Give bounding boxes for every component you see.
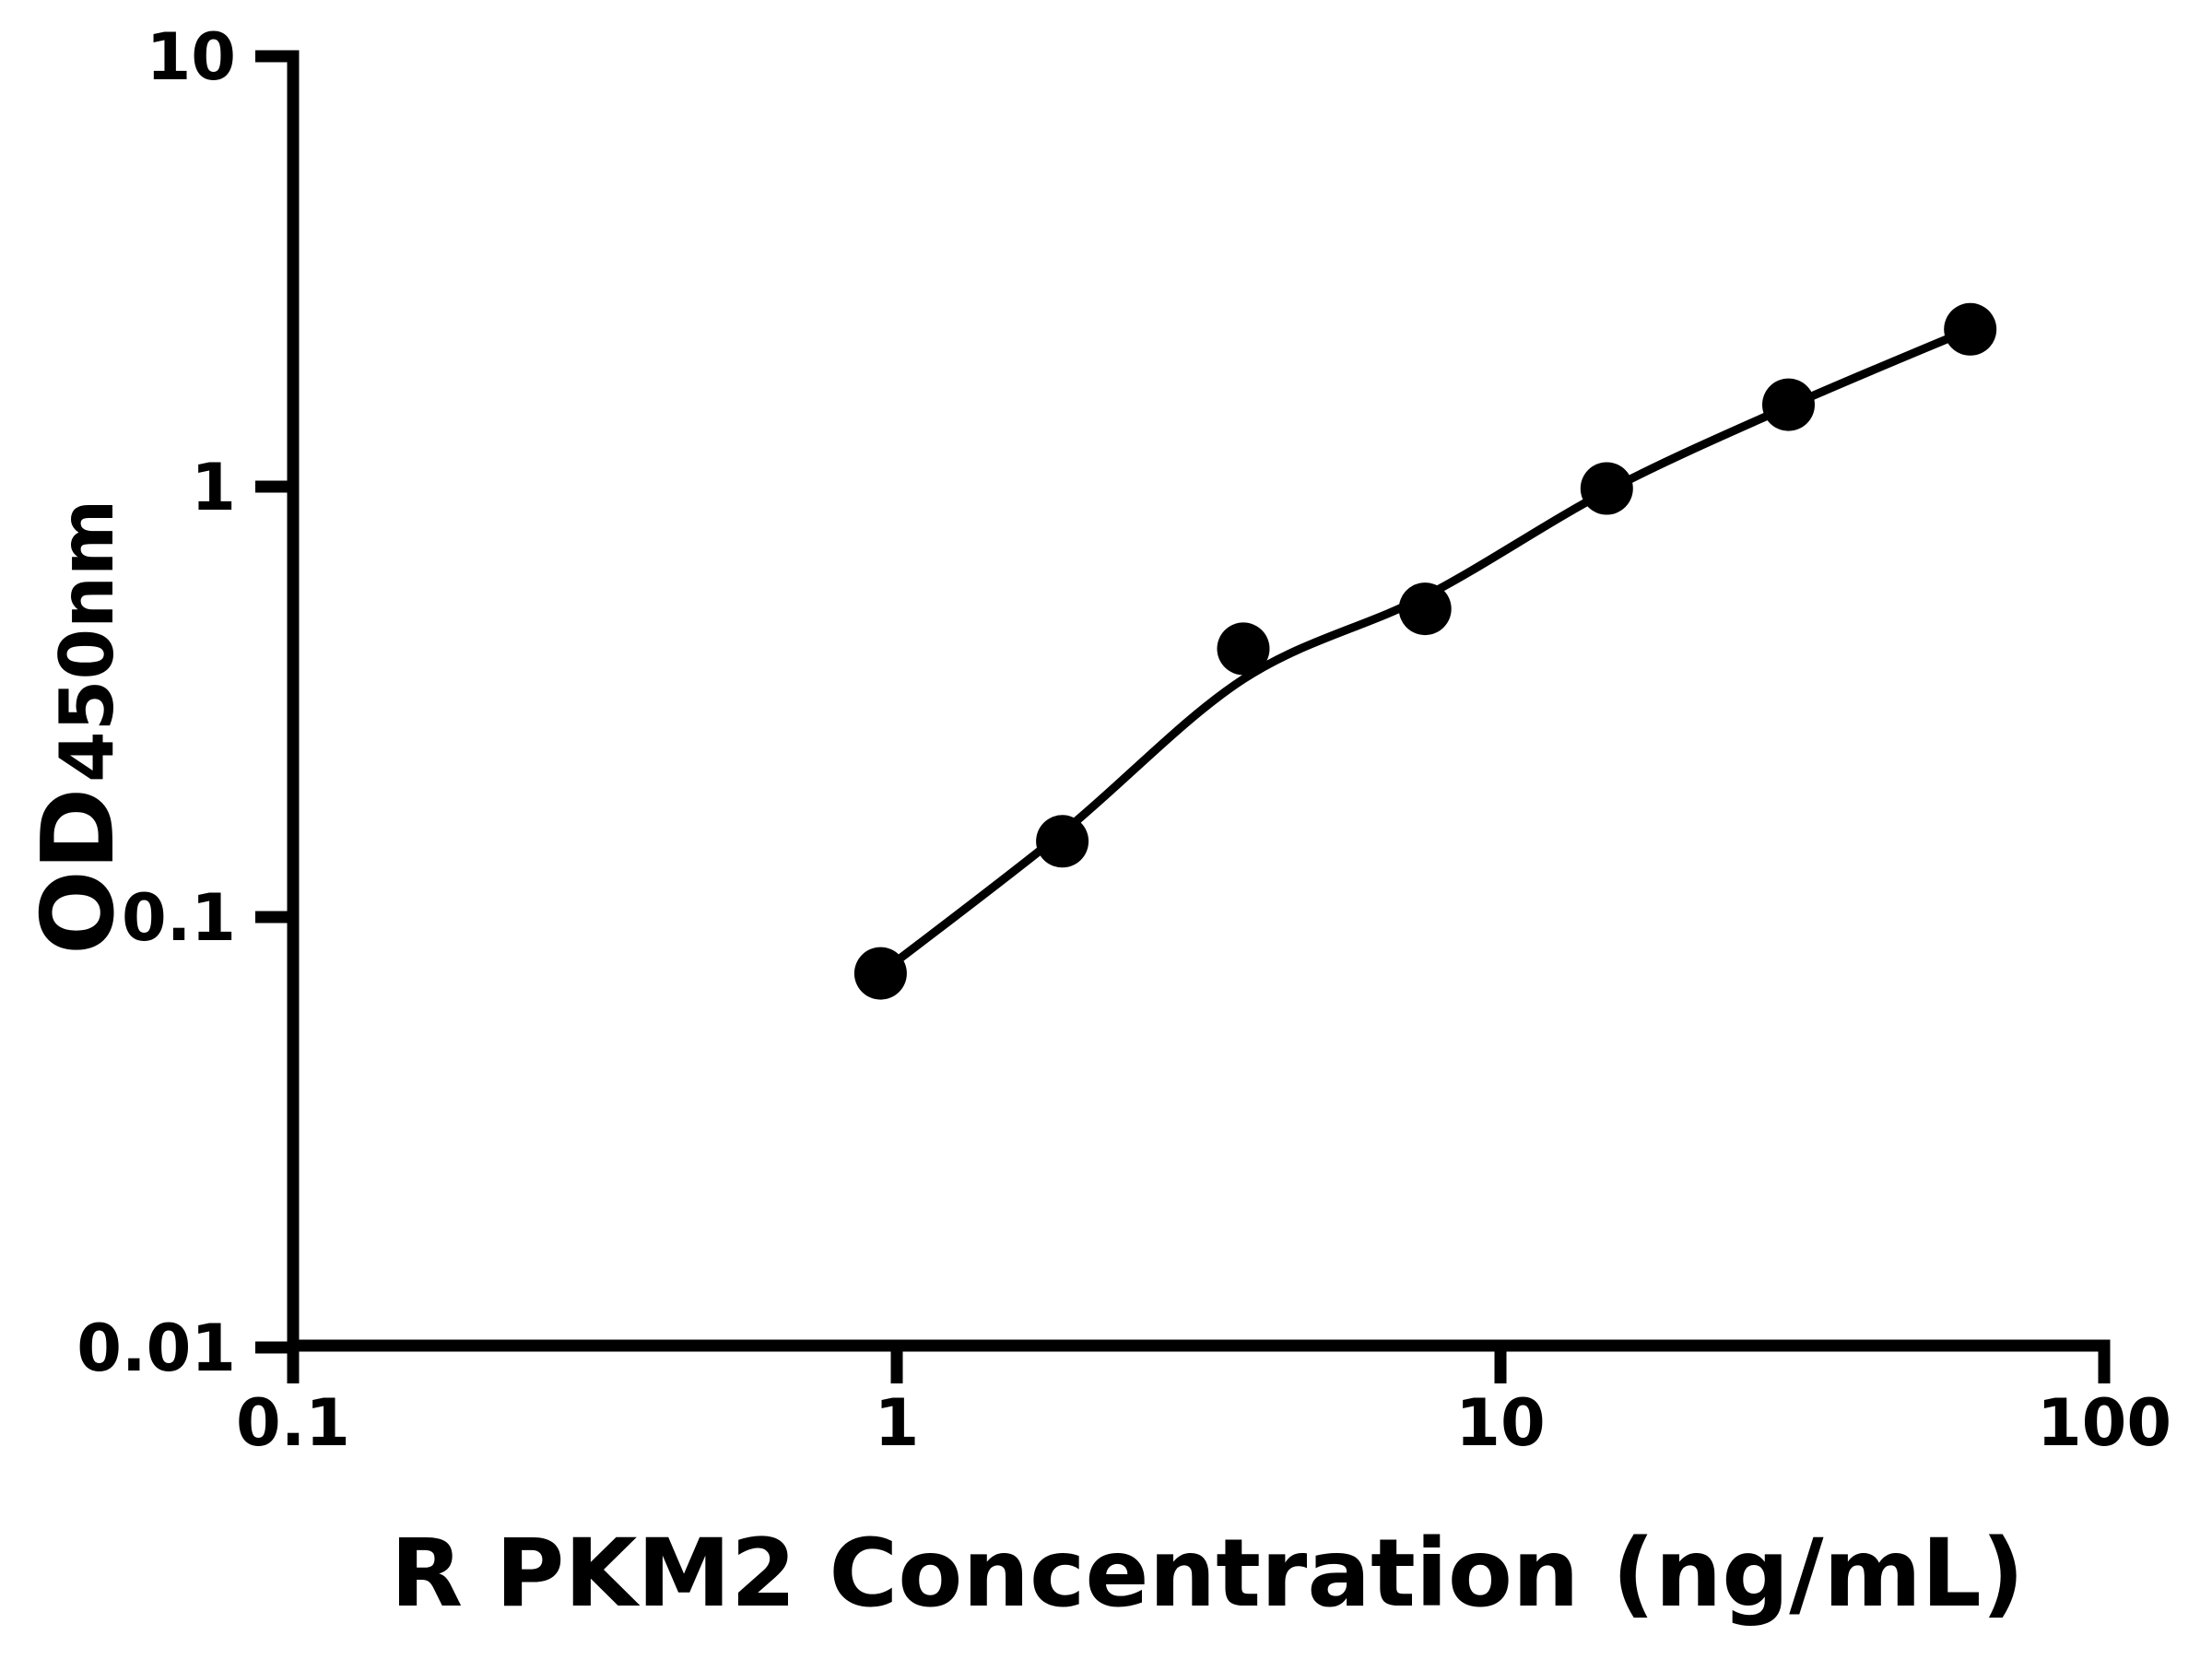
data-point xyxy=(1398,582,1452,636)
axes xyxy=(287,50,2104,1352)
y-axis-title: OD 450nm xyxy=(21,500,136,955)
data-point xyxy=(1762,378,1815,431)
x-tick-label: 100 xyxy=(2037,1385,2171,1461)
x-tick-label: 1 xyxy=(875,1385,920,1461)
y-axis-title-sub: 450nm xyxy=(44,500,130,782)
x-axis-title: R PKM2 Concentration (ng/mL) xyxy=(391,1519,2025,1629)
x-tick-label: 10 xyxy=(1455,1385,1545,1461)
y-axis-title-main: OD xyxy=(21,788,136,955)
data-point xyxy=(853,947,907,1000)
y-tick-label: 10 xyxy=(147,19,236,95)
data-series xyxy=(853,302,1997,1000)
data-point xyxy=(1036,815,1089,868)
data-point xyxy=(1580,462,1633,515)
data-point xyxy=(1217,622,1270,676)
y-tick-label: 0.01 xyxy=(76,1311,236,1386)
data-point xyxy=(1944,302,1997,356)
fit-curve-line xyxy=(877,325,1972,977)
y-tick-label: 1 xyxy=(191,450,236,525)
y-tick-label: 0.1 xyxy=(122,880,236,956)
x-tick-label: 0.1 xyxy=(236,1385,350,1461)
